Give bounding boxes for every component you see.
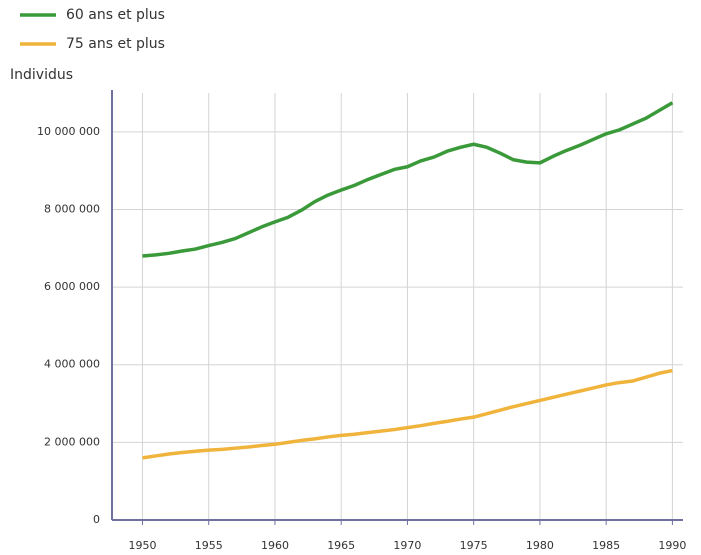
y-tick-label: 2 000 000 [44,435,100,448]
x-tick-label: 1950 [128,539,156,552]
x-tick-label: 1970 [393,539,421,552]
y-tick-label: 4 000 000 [44,358,100,371]
x-tick-label: 1960 [261,539,289,552]
data-line [142,101,674,258]
data-line [142,368,673,460]
x-tick-label: 1985 [592,539,620,552]
y-tick-label: 10 000 000 [37,125,100,138]
x-tick-label: 1975 [460,539,488,552]
y-axis-label: Individus [10,67,73,83]
x-tick-label: 1955 [195,539,223,552]
y-tick-label: 8 000 000 [44,202,100,215]
legend-label: 75 ans et plus [66,36,165,52]
x-tick-label: 1965 [327,539,355,552]
y-tick-label: 0 [93,513,100,526]
x-tick-label: 1990 [658,539,686,552]
x-tick-label: 1980 [526,539,554,552]
y-tick-label: 6 000 000 [44,280,100,293]
legend-label: 60 ans et plus [66,7,165,23]
